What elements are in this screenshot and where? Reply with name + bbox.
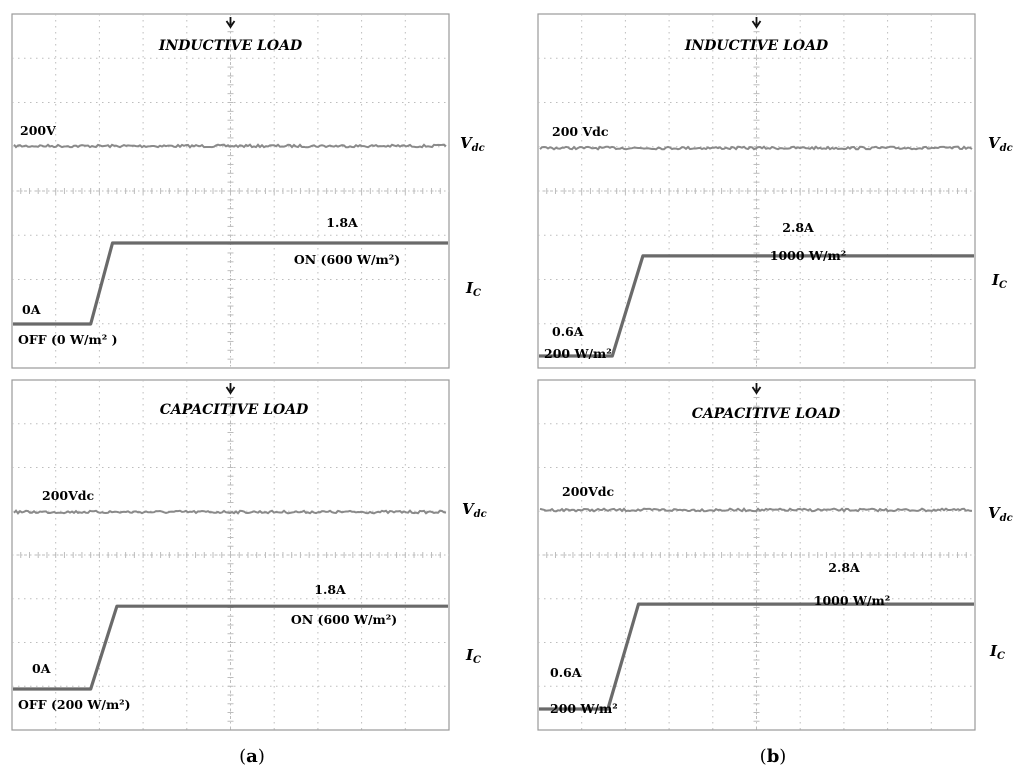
ic-low-label: 0A (22, 302, 41, 317)
ic-low-state: OFF (0 W/m² ) (18, 332, 118, 347)
vdc-channel-label: Vdc (460, 134, 485, 154)
ic-high-label: 1.8A (326, 215, 358, 230)
trigger-marker-icon (225, 17, 236, 29)
scope-panel-2: CAPACITIVE LOAD 200Vdc 1.8A ON (600 W/m²… (11, 379, 450, 731)
trigger-marker-icon (751, 17, 762, 29)
ic-channel-label: IC (465, 646, 481, 666)
ic-high-state: 1000 W/m² (814, 593, 890, 608)
ic-low-label: 0A (32, 661, 51, 676)
panel-title: INDUCTIVE LOAD (684, 38, 829, 54)
ic-trace (13, 604, 448, 691)
ic-trace (539, 254, 974, 358)
scope-panel-3: CAPACITIVE LOAD 200Vdc 2.8A 1000 W/m² 0.… (537, 379, 976, 731)
caption-a: (a) (239, 746, 265, 767)
ic-high-label: 2.8A (828, 560, 860, 575)
panel-title: CAPACITIVE LOAD (160, 402, 309, 418)
ic-trace (13, 241, 448, 326)
ic-low-state: OFF (200 W/m²) (18, 697, 131, 712)
panel-title: INDUCTIVE LOAD (158, 38, 303, 54)
ic-channel-label: IC (465, 279, 481, 299)
vdc-value-label: 200V (20, 123, 56, 138)
scope-panel-1: INDUCTIVE LOAD 200 Vdc 2.8A 1000 W/m² 0.… (537, 13, 976, 369)
scope-grid (538, 380, 975, 730)
vdc-channel-label: Vdc (462, 500, 487, 520)
ic-low-state: 200 W/m² (544, 346, 612, 361)
vdc-channel-label: Vdc (988, 504, 1013, 524)
vdc-channel-label: Vdc (988, 134, 1013, 154)
ic-low-label: 0.6A (552, 324, 584, 339)
ic-high-state: ON (600 W/m²) (294, 252, 400, 267)
ic-high-state: 1000 W/m² (770, 248, 846, 263)
vdc-value-label: 200Vdc (562, 484, 615, 499)
scope-panel-0: INDUCTIVE LOAD 200V 1.8A ON (600 W/m²) 0… (11, 13, 450, 369)
ic-high-label: 2.8A (782, 220, 814, 235)
ic-high-label: 1.8A (314, 582, 346, 597)
ic-channel-label: IC (989, 642, 1005, 662)
ic-low-state: 200 W/m² (550, 701, 618, 716)
vdc-trace (539, 507, 973, 513)
ic-channel-label: IC (991, 271, 1007, 291)
vdc-value-label: 200 Vdc (552, 124, 609, 139)
caption-b: (b) (760, 746, 787, 767)
ic-high-state: ON (600 W/m²) (291, 612, 397, 627)
trigger-marker-icon (225, 383, 236, 395)
ic-trace (539, 602, 974, 711)
trigger-marker-icon (751, 383, 762, 395)
vdc-trace (13, 143, 447, 149)
ic-low-label: 0.6A (550, 665, 582, 680)
vdc-trace (13, 509, 447, 515)
vdc-value-label: 200Vdc (42, 488, 95, 503)
scope-grid (12, 14, 449, 368)
ic-high-state-text: ON (600 W/m²) (294, 252, 400, 267)
panel-title: CAPACITIVE LOAD (692, 406, 841, 422)
vdc-trace (539, 145, 973, 151)
